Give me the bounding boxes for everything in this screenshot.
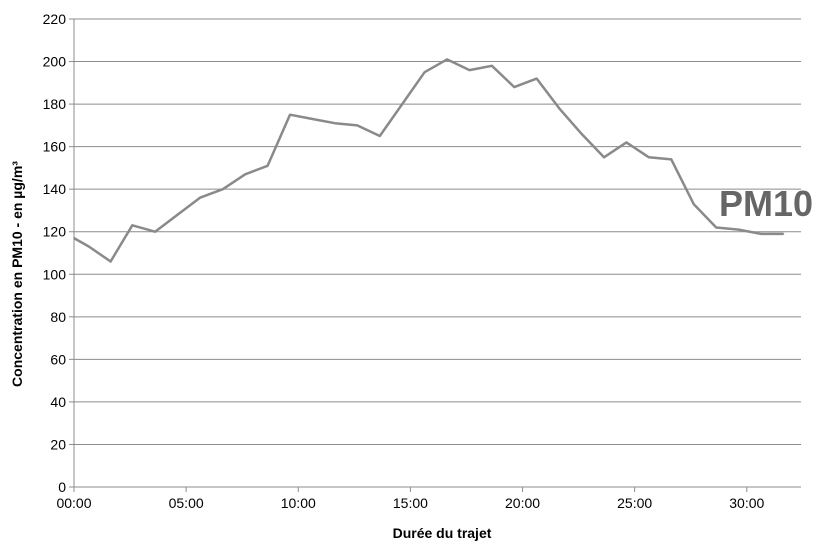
x-axis-title: Durée du trajet: [393, 525, 492, 541]
data-point: [154, 230, 156, 233]
x-tick-label: 05:00: [169, 495, 204, 511]
data-point: [715, 226, 717, 229]
data-point: [221, 188, 224, 190]
data-point: [401, 103, 403, 105]
data-point: [491, 65, 493, 67]
data-point: [580, 133, 583, 135]
y-axis-title: Concentration en PM10 - en µg/m³: [9, 161, 25, 387]
data-point: [356, 124, 359, 127]
data-point: [334, 122, 336, 125]
data-point: [513, 86, 516, 88]
data-point: [670, 158, 673, 161]
pm10-annotation: PM10: [719, 183, 813, 224]
data-point: [535, 77, 538, 80]
series-layer: [73, 58, 785, 263]
y-tick-label: 160: [43, 139, 67, 155]
data-point: [131, 224, 134, 227]
x-tick-label: 15:00: [393, 495, 428, 511]
y-tick-label: 0: [58, 479, 66, 495]
data-point: [199, 196, 201, 199]
x-tick-label: 00:00: [56, 495, 91, 511]
data-point: [109, 260, 112, 263]
y-tick-label: 140: [43, 181, 67, 197]
data-point: [782, 233, 785, 235]
data-point: [625, 141, 628, 144]
data-point: [176, 213, 179, 216]
data-point: [289, 113, 291, 116]
data-point: [446, 58, 448, 61]
data-point: [468, 69, 471, 71]
data-point: [760, 233, 762, 235]
y-tick-label: 40: [50, 394, 66, 410]
x-tick-label: 30:00: [729, 495, 764, 511]
y-tick-label: 60: [50, 351, 66, 367]
y-tick-label: 180: [43, 96, 67, 112]
data-point: [244, 173, 246, 176]
y-tick-label: 220: [43, 11, 67, 27]
x-tick-label: 20:00: [505, 495, 540, 511]
x-tick-label: 10:00: [281, 495, 316, 511]
gridlines: [74, 18, 801, 445]
series-line: [73, 58, 784, 263]
y-tick-label: 100: [43, 266, 67, 282]
data-point: [73, 237, 75, 239]
y-tick-labels: 0 20 40 60 80 100 120 140 160 180 200 220: [43, 11, 74, 495]
x-tick-label: 25:00: [617, 495, 652, 511]
data-point: [603, 156, 605, 159]
data-point: [648, 156, 650, 159]
y-tick-label: 200: [43, 54, 67, 70]
data-point: [558, 107, 560, 110]
data-point: [423, 71, 426, 73]
data-point: [692, 203, 695, 205]
data-point: [88, 245, 90, 248]
y-tick-label: 120: [43, 224, 67, 240]
data-point: [311, 118, 314, 120]
data-point: [266, 164, 269, 167]
y-tick-label: 80: [50, 309, 66, 325]
data-point: [737, 228, 740, 231]
x-tick-labels: 00:00 05:00 10:00 15:00 20:00 25:00 30:00: [56, 487, 765, 511]
y-tick-label: 20: [50, 436, 66, 452]
data-point: [378, 135, 381, 137]
